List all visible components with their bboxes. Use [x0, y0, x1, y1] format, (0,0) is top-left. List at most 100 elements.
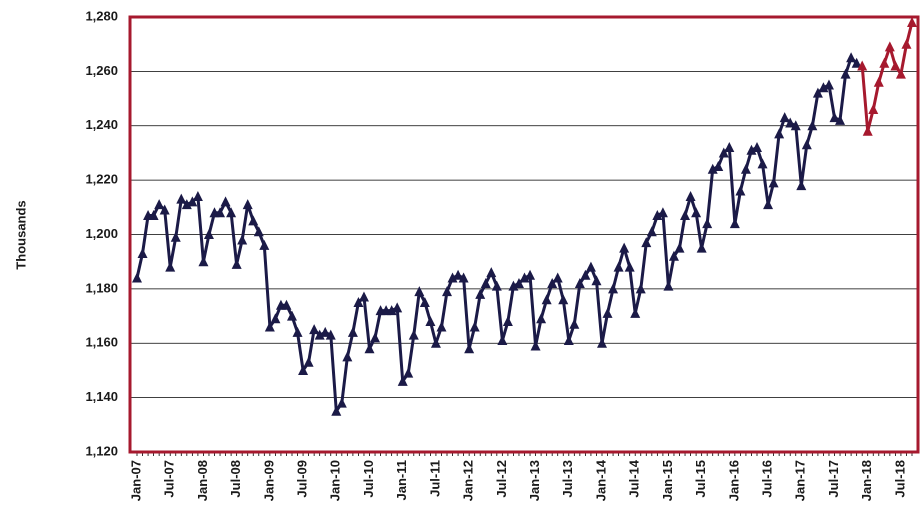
marker	[508, 280, 519, 291]
marker	[713, 161, 724, 172]
marker	[414, 286, 425, 297]
x-tick-label: Jan-08	[195, 460, 210, 501]
marker	[259, 239, 270, 250]
marker	[563, 335, 574, 346]
marker	[685, 190, 696, 201]
marker	[779, 112, 790, 123]
marker	[757, 158, 768, 169]
y-tick-label: 1,220	[85, 172, 118, 187]
marker	[475, 288, 486, 299]
marker	[292, 326, 303, 337]
y-tick-label: 1,200	[85, 226, 118, 241]
marker	[497, 335, 508, 346]
marker	[325, 329, 336, 340]
marker	[419, 296, 430, 307]
marker	[226, 207, 237, 218]
marker	[148, 209, 159, 220]
marker	[574, 277, 585, 288]
marker	[807, 120, 818, 131]
marker	[801, 139, 812, 150]
marker	[657, 207, 668, 218]
x-tick-label: Jul-11	[427, 460, 442, 497]
marker	[303, 356, 314, 367]
marker	[735, 185, 746, 196]
x-tick-label: Jul-07	[162, 460, 177, 498]
marker	[752, 142, 762, 152]
marker	[458, 272, 469, 283]
marker	[608, 283, 619, 294]
marker	[176, 193, 187, 204]
marker	[159, 204, 170, 215]
y-tick-label: 1,180	[85, 280, 118, 295]
marker	[823, 79, 834, 90]
marker	[220, 196, 231, 207]
y-tick-label: 1,240	[85, 117, 118, 132]
marker	[879, 57, 890, 68]
x-tick-label: Jul-08	[228, 460, 243, 498]
marker	[430, 337, 441, 348]
marker	[580, 269, 591, 280]
marker	[486, 267, 497, 278]
marker	[403, 367, 414, 378]
marker	[597, 337, 607, 348]
marker	[336, 397, 347, 408]
marker	[602, 307, 613, 318]
marker	[635, 283, 646, 294]
marker	[281, 299, 292, 310]
marker	[525, 269, 536, 280]
marker	[663, 280, 674, 291]
marker	[785, 117, 796, 128]
marker	[624, 261, 635, 272]
marker	[729, 218, 740, 229]
y-tick-label: 1,260	[85, 63, 118, 78]
y-axis-label: Thousands	[13, 200, 28, 269]
x-tick-label: Jan-09	[261, 460, 276, 501]
x-tick-label: Jan-07	[128, 460, 143, 501]
marker	[680, 209, 691, 220]
marker	[868, 103, 879, 114]
marker	[425, 316, 436, 326]
marker	[829, 112, 840, 123]
marker	[613, 261, 624, 272]
marker	[768, 177, 779, 188]
y-tick-label: 1,280	[85, 8, 118, 23]
marker	[181, 199, 192, 210]
marker	[170, 231, 181, 242]
x-tick-label: Jul-16	[760, 460, 775, 498]
y-tick-label: 1,120	[85, 443, 118, 458]
marker	[231, 258, 242, 269]
y-tick-label: 1,140	[85, 389, 118, 404]
x-tick-label: Jul-14	[627, 459, 642, 497]
marker	[513, 277, 524, 288]
marker	[718, 147, 729, 158]
marker	[215, 207, 226, 218]
marker	[790, 120, 801, 131]
marker	[585, 261, 596, 272]
marker	[641, 237, 652, 248]
marker	[314, 329, 325, 340]
marker	[652, 209, 663, 220]
marker	[480, 277, 491, 288]
marker	[237, 234, 248, 245]
x-tick-label: Jan-14	[593, 459, 608, 501]
marker	[187, 196, 198, 207]
marker	[541, 294, 552, 305]
plot-frame	[128, 15, 920, 454]
marker	[895, 68, 906, 79]
x-tick-label: Jul-15	[693, 460, 708, 498]
x-tick-label: Jul-10	[361, 460, 376, 498]
marker	[530, 340, 541, 351]
marker	[774, 128, 785, 139]
marker	[519, 272, 530, 283]
marker	[536, 313, 547, 324]
marker	[840, 68, 851, 79]
x-tick-label: Jan-12	[461, 460, 476, 501]
marker	[646, 226, 657, 237]
marker	[408, 329, 419, 340]
marker	[165, 261, 176, 272]
marker	[469, 321, 480, 332]
x-tick-label: Jan-10	[328, 460, 343, 501]
marker	[812, 87, 823, 98]
marker	[242, 199, 253, 210]
marker	[392, 302, 403, 313]
